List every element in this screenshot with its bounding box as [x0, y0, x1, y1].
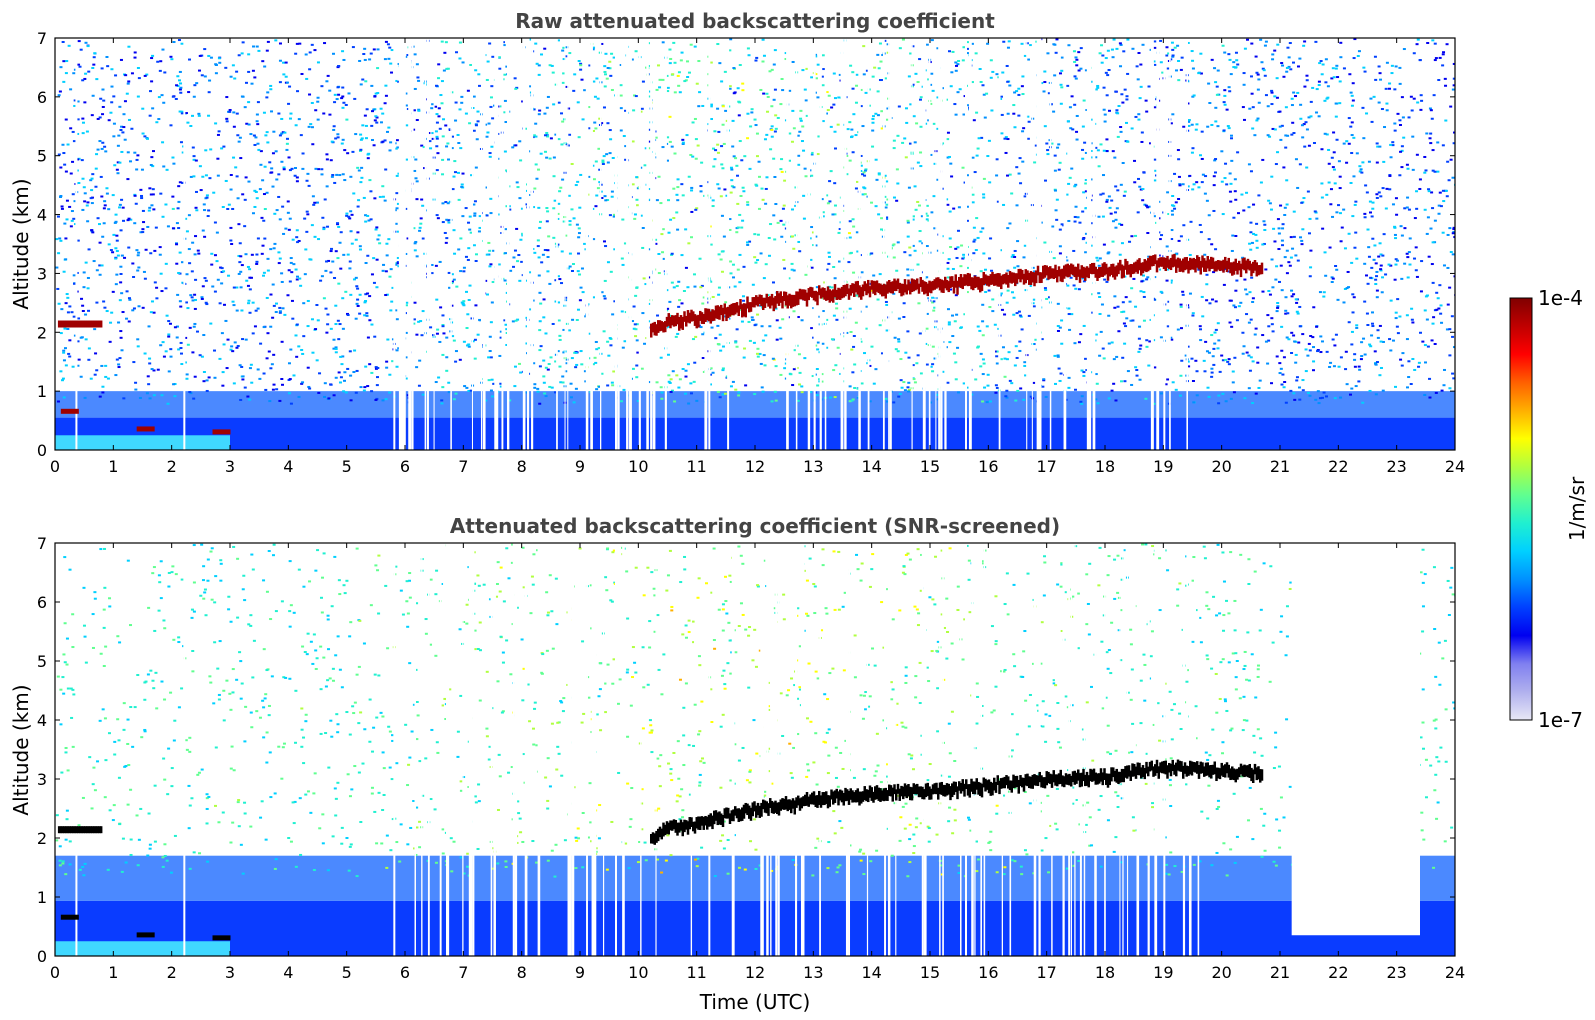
panel-screened-title: Attenuated backscattering coefficient (S…: [450, 514, 1060, 538]
raw-y-tick-label: 5: [37, 147, 47, 166]
raw-y-tick-label: 0: [37, 441, 47, 460]
raw-boundary-layer: [55, 391, 1455, 450]
screened-x-tick-label: 2: [167, 963, 177, 982]
screened-x-tick-label: 17: [1036, 963, 1056, 982]
raw-x-tick-label: 24: [1445, 457, 1465, 476]
screened-y-tick-label: 3: [37, 770, 47, 789]
panel-raw-heatmap: [55, 38, 1455, 450]
screened-x-tick-label: 19: [1153, 963, 1173, 982]
raw-x-tick-label: 22: [1328, 457, 1348, 476]
screened-x-tick-label: 5: [342, 963, 352, 982]
raw-y-tick-label: 3: [37, 264, 47, 283]
raw-x-tick-label: 13: [803, 457, 823, 476]
screened-y-tick-label: 0: [37, 947, 47, 966]
screened-data-gaps: [75, 543, 1420, 956]
screened-x-tick-label: 3: [225, 963, 235, 982]
screened-x-tick-label: 14: [861, 963, 881, 982]
raw-x-tick-label: 3: [225, 457, 235, 476]
panel-raw-frame: [54, 37, 1456, 451]
raw-x-tick-label: 7: [458, 457, 468, 476]
panel-raw-x-axis: 0 1 2 3 4 5 6 7 8 9 10 11 12 13 14 15 16 17 18 19 20 21 22 23 24: [50, 38, 1465, 476]
screened-x-tick-label: 22: [1328, 963, 1348, 982]
colorbar-max-label: 1e-4: [1538, 286, 1583, 310]
screened-x-tick-label: 20: [1211, 963, 1231, 982]
raw-x-tick-label: 8: [517, 457, 527, 476]
raw-x-tick-label: 18: [1095, 457, 1115, 476]
raw-y-tick-label: 4: [37, 206, 47, 225]
raw-x-tick-label: 6: [400, 457, 410, 476]
raw-x-tick-label: 2: [167, 457, 177, 476]
raw-x-tick-label: 4: [283, 457, 293, 476]
screened-y-tick-label: 1: [37, 888, 47, 907]
raw-x-tick-label: 0: [50, 457, 60, 476]
raw-x-tick-label: 16: [978, 457, 998, 476]
screened-cloud-layer: [57, 759, 1264, 941]
screened-x-tick-label: 18: [1095, 963, 1115, 982]
panel-raw-ylabel: Altitude (km): [9, 178, 33, 309]
screened-x-tick-label: 16: [978, 963, 998, 982]
raw-data-gaps: [75, 38, 1188, 450]
raw-y-tick-label: 1: [37, 382, 47, 401]
colorbar-min-label: 1e-7: [1538, 708, 1583, 732]
screened-x-tick-label: 0: [50, 963, 60, 982]
screened-x-tick-label: 11: [686, 963, 706, 982]
screened-x-tick-label: 4: [283, 963, 293, 982]
raw-x-tick-label: 17: [1036, 457, 1056, 476]
screened-x-tick-label: 8: [517, 963, 527, 982]
colorbar-unit-label: 1/m/sr: [1565, 476, 1589, 541]
raw-noise: [55, 38, 1455, 405]
raw-x-tick-label: 5: [342, 457, 352, 476]
screened-boundary-layer: [55, 855, 1455, 956]
raw-x-tick-label: 19: [1153, 457, 1173, 476]
colorbar: 1e-4 1e-7 1/m/sr: [1509, 286, 1589, 732]
screened-x-tick-label: 7: [458, 963, 468, 982]
panel-screened-y-axis: 0 1 2 3 4 5 6 7: [37, 534, 1455, 966]
screened-x-tick-label: 1: [108, 963, 118, 982]
raw-y-tick-label: 2: [37, 323, 47, 342]
panel-screened-xlabel: Time (UTC): [699, 990, 811, 1014]
screened-x-tick-label: 23: [1386, 963, 1406, 982]
screened-x-tick-label: 24: [1445, 963, 1465, 982]
raw-y-tick-label: 7: [37, 29, 47, 48]
screened-y-tick-label: 2: [37, 829, 47, 848]
screened-x-tick-label: 21: [1270, 963, 1290, 982]
panel-screened-x-axis: 0 1 2 3 4 5 6 7 8 9 10 11 12 13 14 15 16 17 18 19 20 21 22 23 24: [50, 543, 1465, 982]
screened-y-tick-label: 5: [37, 652, 47, 671]
raw-x-tick-label: 21: [1270, 457, 1290, 476]
screened-y-tick-label: 4: [37, 711, 47, 730]
raw-x-tick-label: 20: [1211, 457, 1231, 476]
raw-x-tick-label: 14: [861, 457, 881, 476]
raw-y-tick-label: 6: [37, 88, 47, 107]
screened-noise: [55, 543, 1455, 878]
raw-x-tick-label: 9: [575, 457, 585, 476]
screened-x-tick-label: 10: [628, 963, 648, 982]
screened-x-tick-label: 6: [400, 963, 410, 982]
screened-y-tick-label: 7: [37, 534, 47, 553]
raw-x-tick-label: 12: [745, 457, 765, 476]
raw-x-tick-label: 15: [920, 457, 940, 476]
raw-x-tick-label: 1: [108, 457, 118, 476]
panel-raw: Raw attenuated backscattering coefficien…: [9, 9, 1465, 476]
screened-y-tick-label: 6: [37, 593, 47, 612]
raw-cloud-layer: [57, 253, 1264, 435]
panel-screened-heatmap: [55, 543, 1455, 956]
raw-x-tick-label: 11: [686, 457, 706, 476]
screened-x-tick-label: 15: [920, 963, 940, 982]
panel-screened-ylabel: Altitude (km): [9, 684, 33, 815]
raw-x-tick-label: 23: [1386, 457, 1406, 476]
panel-raw-title: Raw attenuated backscattering coefficien…: [515, 9, 995, 33]
colorbar-bar: [1509, 297, 1533, 721]
screened-x-tick-label: 9: [575, 963, 585, 982]
screened-x-tick-label: 13: [803, 963, 823, 982]
panel-raw-y-axis: 0 1 2 3 4 5 6 7: [37, 29, 1455, 460]
raw-x-tick-label: 10: [628, 457, 648, 476]
panel-screened: Attenuated backscattering coefficient (S…: [9, 514, 1465, 1014]
screened-x-tick-label: 12: [745, 963, 765, 982]
